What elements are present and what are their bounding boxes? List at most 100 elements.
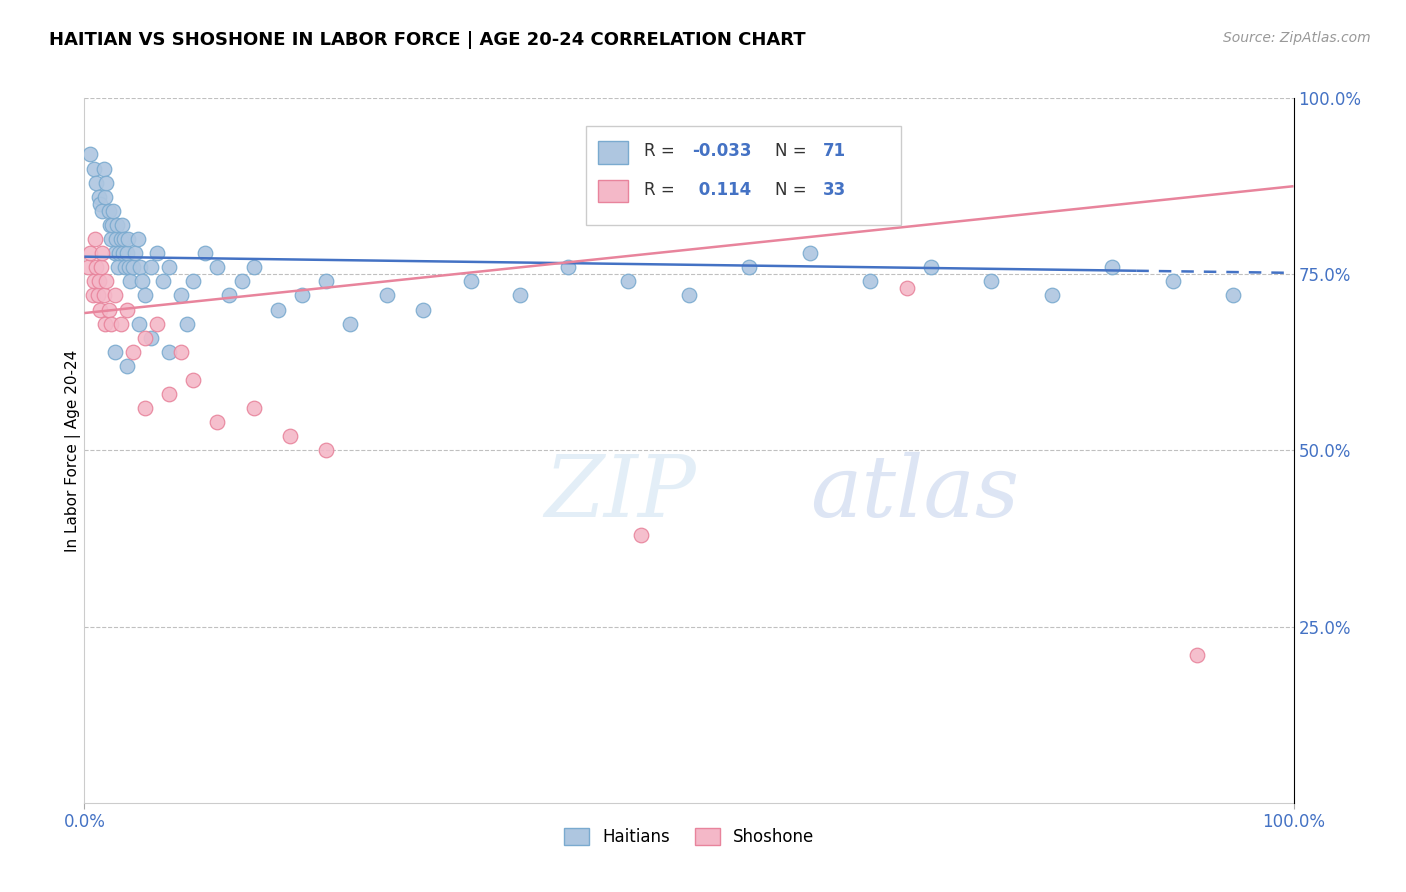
Point xyxy=(896,281,918,295)
Text: 33: 33 xyxy=(823,181,846,199)
Point xyxy=(115,246,138,260)
Point xyxy=(104,344,127,359)
Point xyxy=(207,260,229,275)
Point xyxy=(181,274,204,288)
Point xyxy=(412,302,434,317)
Point xyxy=(509,288,531,302)
Point xyxy=(97,302,120,317)
Point xyxy=(859,274,882,288)
Point xyxy=(157,260,180,275)
Point xyxy=(315,274,337,288)
Text: 71: 71 xyxy=(823,142,846,160)
Point xyxy=(157,387,180,401)
Point xyxy=(86,260,108,275)
Point xyxy=(131,274,153,288)
Point xyxy=(104,232,127,246)
Point xyxy=(98,218,121,232)
Point xyxy=(134,288,156,302)
Text: N =: N = xyxy=(775,181,811,199)
Point xyxy=(82,288,104,302)
Point xyxy=(89,302,111,317)
Text: N =: N = xyxy=(775,142,811,160)
Point xyxy=(104,288,127,302)
Point xyxy=(77,260,100,275)
Point xyxy=(115,302,138,317)
Text: atlas: atlas xyxy=(810,451,1019,534)
Text: 0.114: 0.114 xyxy=(693,181,751,199)
Point xyxy=(87,274,110,288)
Point xyxy=(114,260,136,275)
Point xyxy=(267,302,290,317)
Point xyxy=(111,218,134,232)
Point xyxy=(139,260,162,275)
Point xyxy=(157,344,180,359)
Point xyxy=(112,246,135,260)
Point xyxy=(79,147,101,161)
Point xyxy=(146,317,169,331)
FancyBboxPatch shape xyxy=(599,141,628,163)
Text: -0.033: -0.033 xyxy=(693,142,752,160)
Point xyxy=(104,246,127,260)
Point xyxy=(103,203,125,218)
Point xyxy=(134,331,156,345)
Point xyxy=(91,203,114,218)
Point xyxy=(100,317,122,331)
Point xyxy=(170,344,193,359)
Point xyxy=(100,232,122,246)
Point xyxy=(124,246,146,260)
Point xyxy=(94,190,117,204)
Point xyxy=(557,260,579,275)
Point xyxy=(110,232,132,246)
Point xyxy=(90,260,112,275)
Point xyxy=(118,260,141,275)
Point xyxy=(86,176,108,190)
Point xyxy=(207,415,229,429)
Point xyxy=(1161,274,1184,288)
Point xyxy=(83,274,105,288)
Point xyxy=(79,246,101,260)
Point xyxy=(121,260,143,275)
Point xyxy=(110,317,132,331)
Point xyxy=(194,246,217,260)
Point xyxy=(86,288,108,302)
Point xyxy=(920,260,942,275)
Point xyxy=(101,218,124,232)
Point xyxy=(84,232,107,246)
Point xyxy=(108,246,131,260)
Point xyxy=(128,317,150,331)
Text: R =: R = xyxy=(644,181,681,199)
Point xyxy=(112,232,135,246)
Point xyxy=(1040,288,1063,302)
Point xyxy=(93,288,115,302)
Point xyxy=(678,288,700,302)
Point xyxy=(617,274,640,288)
Point xyxy=(242,260,264,275)
Point xyxy=(738,260,761,275)
Point xyxy=(129,260,152,275)
Point xyxy=(1222,288,1244,302)
Point xyxy=(339,317,361,331)
Point xyxy=(117,232,139,246)
Point xyxy=(107,260,129,275)
Point xyxy=(89,197,111,211)
Point xyxy=(146,246,169,260)
Point xyxy=(94,274,117,288)
Point xyxy=(83,161,105,176)
Point xyxy=(120,274,142,288)
Point xyxy=(799,246,821,260)
FancyBboxPatch shape xyxy=(599,179,628,202)
Point xyxy=(121,344,143,359)
Text: HAITIAN VS SHOSHONE IN LABOR FORCE | AGE 20-24 CORRELATION CHART: HAITIAN VS SHOSHONE IN LABOR FORCE | AGE… xyxy=(49,31,806,49)
Text: Source: ZipAtlas.com: Source: ZipAtlas.com xyxy=(1223,31,1371,45)
Point xyxy=(242,401,264,416)
Point xyxy=(375,288,398,302)
Point xyxy=(1101,260,1123,275)
Text: ZIP: ZIP xyxy=(544,451,696,534)
Point xyxy=(176,317,198,331)
Point xyxy=(630,528,652,542)
Point xyxy=(315,443,337,458)
Point xyxy=(1185,648,1208,662)
Point xyxy=(181,373,204,387)
Point xyxy=(291,288,314,302)
Legend: Haitians, Shoshone: Haitians, Shoshone xyxy=(555,820,823,855)
